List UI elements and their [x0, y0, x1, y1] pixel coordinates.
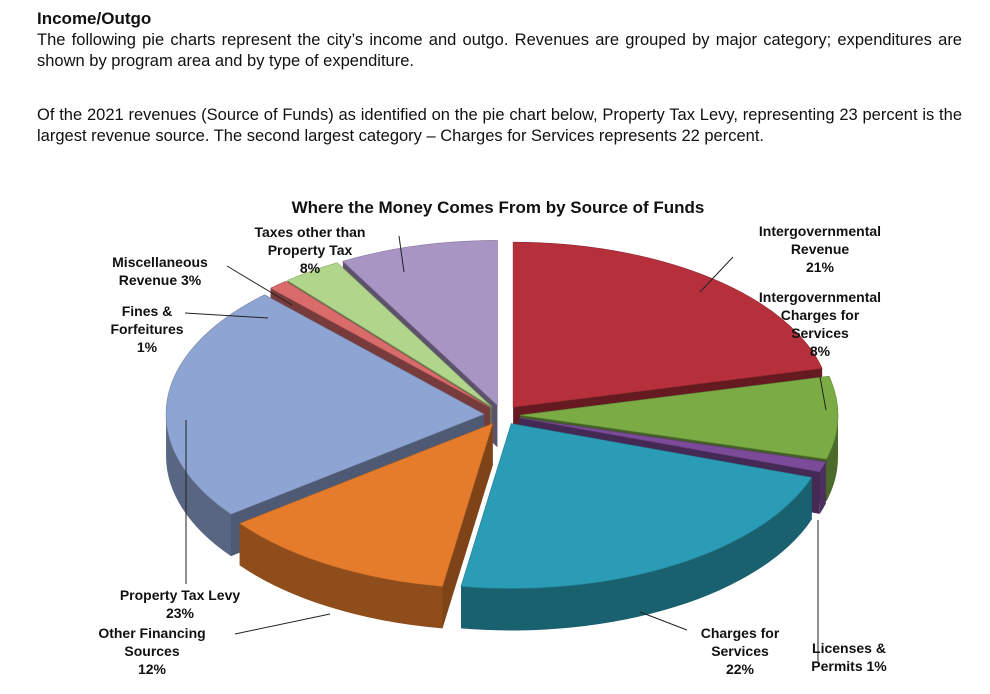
section-heading: Income/Outgo	[37, 9, 152, 28]
slice-label-licenses-permits: Licenses & Permits 1%	[811, 640, 887, 674]
chart-title: Where the Money Comes From by Source of …	[292, 198, 705, 217]
intro-paragraph: The following pie charts represent the c…	[37, 31, 962, 70]
slice-label-fines-forfeitures: Fines & Forfeitures 1%	[110, 303, 183, 355]
leader-line-other-financing-sources	[234, 613, 331, 635]
leader-line-miscellaneous-revenue	[226, 265, 293, 306]
leader-line-taxes-other-than-property-tax	[398, 235, 405, 273]
slice-label-miscellaneous-revenue: Miscellaneous Revenue 3%	[112, 254, 208, 288]
slice-label-intergovernmental-revenue: Intergovernmental Revenue 21%	[759, 223, 881, 275]
leader-line-fines-forfeitures	[184, 312, 269, 319]
slice-label-other-financing-sources: Other Financing Sources 12%	[98, 625, 205, 677]
leader-line-intergovernmental-charges-for-services	[819, 376, 827, 411]
leader-line-intergovernmental-revenue	[699, 256, 734, 293]
slice-label-taxes-other-than-property-tax: Taxes other than Property Tax 8%	[255, 224, 366, 276]
revenue-paragraph: Of the 2021 revenues (Source of Funds) a…	[37, 106, 962, 145]
slice-label-intergovernmental-charges-for-services: Intergovernmental Charges for Services 8%	[759, 289, 881, 359]
slice-label-property-tax-levy: Property Tax Levy 23%	[120, 587, 241, 621]
leader-line-charges-for-services	[639, 611, 688, 631]
pie-slice-charges-for-services	[460, 423, 813, 631]
pie-slice-other-financing-sources	[239, 422, 494, 629]
slice-label-charges-for-services: Charges for Services 22%	[701, 625, 780, 677]
